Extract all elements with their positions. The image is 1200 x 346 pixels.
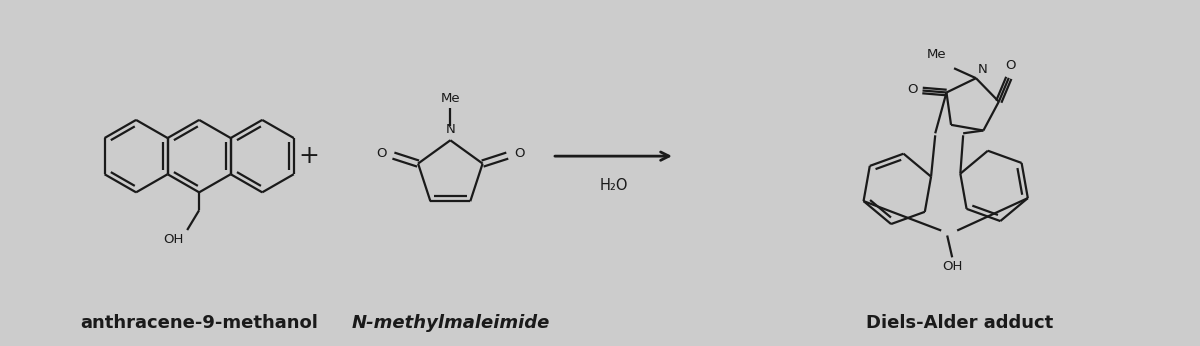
Text: OH: OH bbox=[163, 233, 184, 246]
Text: O: O bbox=[907, 83, 918, 96]
Text: N: N bbox=[978, 63, 988, 76]
Text: Me: Me bbox=[926, 48, 946, 61]
Text: O: O bbox=[1006, 59, 1016, 72]
Text: OH: OH bbox=[942, 260, 962, 273]
Text: Me: Me bbox=[440, 92, 460, 104]
Text: N-methylmaleimide: N-methylmaleimide bbox=[352, 314, 550, 332]
Text: O: O bbox=[515, 147, 524, 160]
Text: +: + bbox=[299, 144, 319, 168]
Text: H₂O: H₂O bbox=[599, 178, 628, 193]
Text: Diels-Alder adduct: Diels-Alder adduct bbox=[865, 314, 1052, 332]
Text: anthracene-9-methanol: anthracene-9-methanol bbox=[80, 314, 318, 332]
Text: N: N bbox=[445, 123, 455, 136]
Text: O: O bbox=[376, 147, 386, 160]
